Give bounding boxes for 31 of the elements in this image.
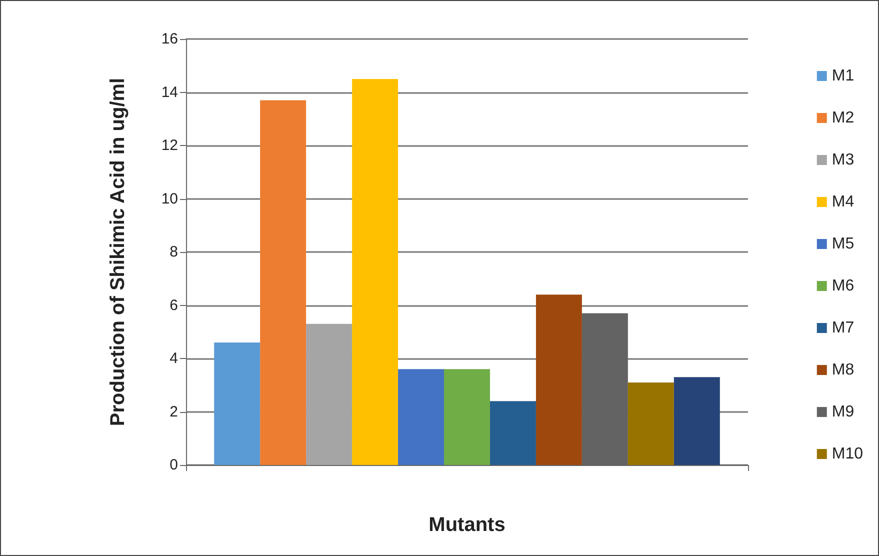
legend-label: M1 bbox=[832, 68, 854, 84]
bar bbox=[260, 100, 306, 465]
legend-label: M3 bbox=[832, 152, 854, 168]
bar bbox=[444, 369, 490, 465]
y-tick-label: 6 bbox=[170, 296, 178, 314]
y-tick-label: 14 bbox=[161, 84, 178, 101]
x-axis-title: Mutants bbox=[428, 514, 506, 536]
y-tick-label: 16 bbox=[161, 30, 178, 48]
legend-label: M6 bbox=[832, 278, 854, 294]
bar bbox=[536, 294, 582, 465]
legend-label: M7 bbox=[832, 320, 854, 336]
legend-label: M5 bbox=[832, 236, 854, 252]
bar bbox=[674, 377, 720, 465]
legend-label: M2 bbox=[832, 110, 854, 126]
y-tick-label: 12 bbox=[161, 137, 178, 154]
y-axis-title: Production of Shikimic Acid in ug/ml bbox=[107, 78, 129, 426]
bar bbox=[490, 401, 536, 465]
legend-label: M10 bbox=[832, 446, 864, 462]
legend-label: M9 bbox=[832, 404, 854, 420]
bar bbox=[214, 342, 260, 465]
legend-label: M4 bbox=[832, 194, 854, 210]
bar bbox=[398, 369, 444, 465]
y-tick-label: 4 bbox=[170, 350, 178, 367]
y-tick-label: 8 bbox=[170, 244, 178, 260]
legend-label: M8 bbox=[832, 362, 854, 378]
bar bbox=[306, 324, 352, 465]
y-tick-label: 10 bbox=[161, 190, 178, 208]
y-tick-label: 0 bbox=[170, 456, 178, 474]
y-tick-label: 2 bbox=[170, 403, 178, 420]
bar bbox=[352, 78, 398, 465]
bar bbox=[628, 382, 674, 465]
